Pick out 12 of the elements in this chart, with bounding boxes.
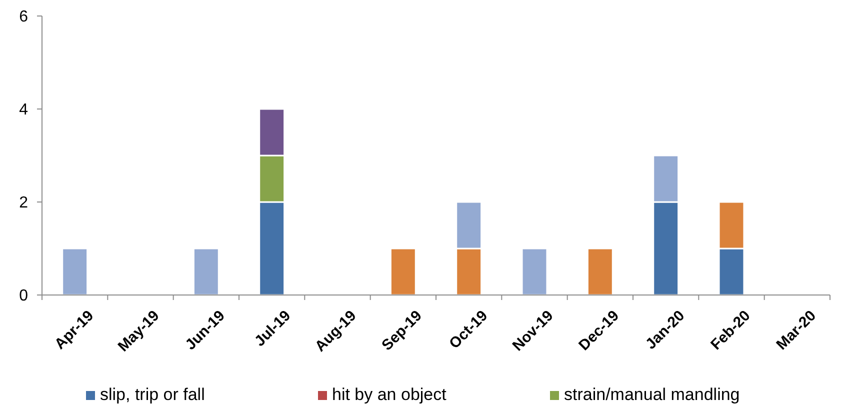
- bar: [390, 248, 416, 296]
- y-tick-label: 6: [19, 8, 28, 26]
- legend-label: slip, trip or fall: [100, 385, 205, 404]
- legend-label: hit by an object: [332, 385, 447, 404]
- y-tick-label: 4: [19, 102, 28, 119]
- bar: [521, 248, 548, 296]
- bar: [62, 248, 88, 296]
- bar: [192, 248, 220, 296]
- legend-label: strain/manual mandling: [564, 385, 740, 404]
- bar: [586, 248, 614, 296]
- y-tick-label: 2: [19, 194, 28, 212]
- y-tick-label: 0: [19, 288, 28, 305]
